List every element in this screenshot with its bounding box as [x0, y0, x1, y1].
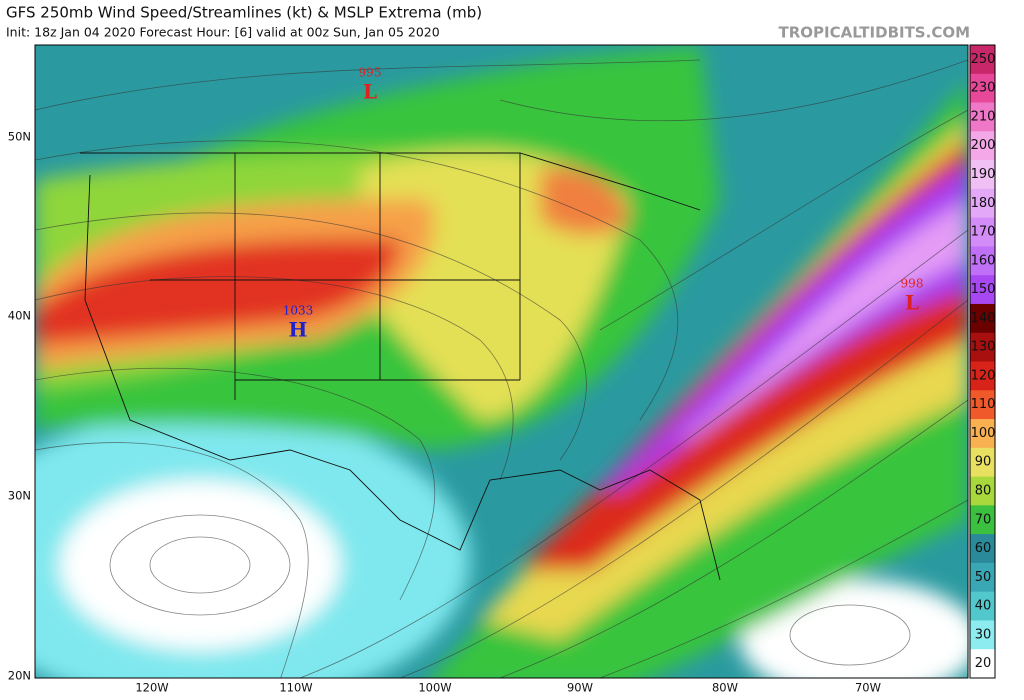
credit: TROPICALTIDBITS.COM	[779, 24, 971, 42]
colorbar-label: 110	[971, 397, 996, 412]
colorbar-swatch	[970, 447, 995, 478]
pressure-type: L	[363, 80, 377, 104]
longitude-label: 90W	[567, 681, 593, 695]
colorbar-label: 210	[971, 109, 996, 124]
colorbar-swatch	[970, 591, 995, 621]
pressure-type: L	[905, 291, 919, 315]
colorbar-label: 90	[975, 455, 992, 470]
colorbar-label: 250	[971, 52, 996, 67]
latitude-label: 50N	[8, 130, 31, 144]
colorbar-label: 140	[971, 311, 996, 326]
streamlines	[35, 59, 968, 678]
longitude-label: 80W	[712, 681, 738, 695]
longitude-label: 110W	[279, 681, 312, 695]
colorbar-label: 160	[971, 253, 996, 268]
colorbar-label: 120	[971, 368, 996, 383]
colorbar-swatch	[970, 390, 995, 420]
colorbar-label: 190	[971, 167, 996, 182]
colorbar-swatch	[970, 332, 995, 362]
colorbar-label: 50	[975, 570, 992, 585]
colorbar-swatch	[970, 160, 995, 190]
title: GFS 250mb Wind Speed/Streamlines (kt) & …	[6, 4, 482, 22]
pressure-type: H	[289, 318, 308, 342]
colorbar-label: 70	[975, 512, 992, 527]
longitude-label: 70W	[855, 681, 881, 695]
axis-labels: 50N 40N 30N 20N 120W 110W 100W 90W 80W 70W	[8, 130, 881, 695]
colorbar-swatch	[970, 188, 995, 219]
colorbar-swatch	[970, 620, 995, 650]
colorbar-swatch	[970, 246, 995, 276]
colorbar-label: 30	[975, 627, 992, 642]
colorbar-swatch	[970, 562, 995, 593]
pressure-value: 998	[901, 277, 924, 291]
colorbar-label: 230	[971, 81, 996, 96]
colorbar-label: 150	[971, 282, 996, 297]
latitude-label: 20N	[8, 669, 31, 683]
colorbar-swatch	[970, 361, 995, 391]
colorbar-swatch	[970, 534, 995, 564]
map-frame	[34, 44, 969, 679]
colorbar-label: 80	[975, 483, 992, 498]
colorbar-frame	[969, 44, 996, 679]
pressure-value: 1033	[283, 304, 314, 318]
colorbar-swatch	[970, 217, 995, 247]
latitude-label: 40N	[8, 309, 31, 323]
colorbar-label: 180	[971, 196, 996, 211]
subtitle: Init: 18z Jan 04 2020 Forecast Hour: [6]…	[6, 25, 440, 40]
colorbar-label: 130	[971, 340, 996, 355]
colorbar-swatch	[970, 476, 995, 506]
colorbar-label: 20	[975, 656, 992, 671]
longitude-label: 120W	[135, 681, 168, 695]
colorbar-swatch	[970, 419, 995, 449]
colorbar-swatch	[970, 275, 995, 305]
colorbar-label: 200	[971, 138, 996, 153]
wind-field	[35, 45, 968, 678]
pressure-value: 995	[359, 66, 382, 80]
colorbar-label: 40	[975, 599, 992, 614]
colorbar-swatch	[970, 649, 995, 679]
colorbar-swatch	[970, 102, 995, 132]
longitude-label: 100W	[418, 681, 451, 695]
latitude-label: 30N	[8, 489, 31, 503]
colorbar-swatch	[970, 73, 995, 104]
colorbar-swatch	[970, 505, 995, 535]
colorbar-label: 100	[971, 426, 996, 441]
colorbar-label: 60	[975, 541, 992, 556]
colorbar-label: 170	[971, 225, 996, 240]
colorbar-swatch	[970, 303, 995, 334]
colorbar: 250 230 210 200 190 180 170 160 150 140 130 120 110 1…	[969, 44, 996, 679]
borders	[80, 152, 721, 581]
colorbar-swatch	[970, 131, 995, 161]
colorbar-swatch	[970, 45, 995, 75]
